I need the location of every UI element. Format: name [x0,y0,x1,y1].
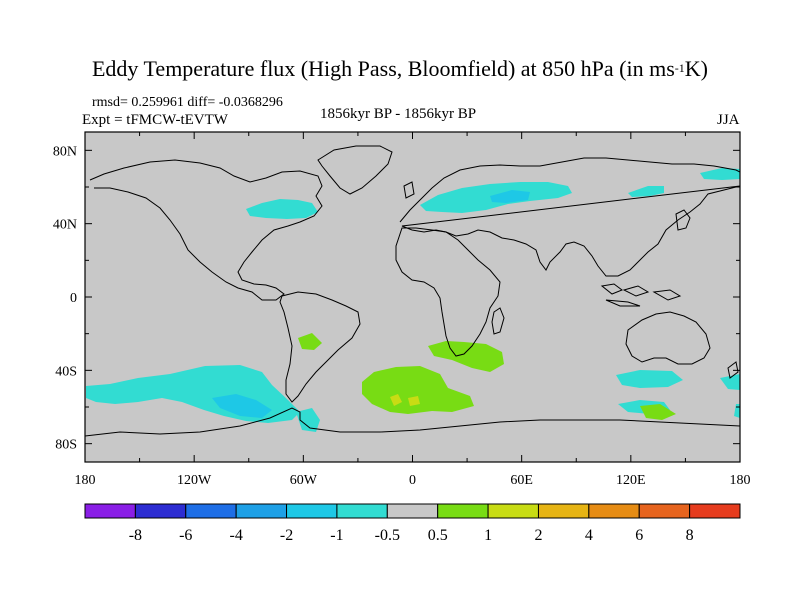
coast-indonesia [600,283,682,307]
colorbar-label: -0.5 [375,527,400,544]
y-tick-label: 40S [55,364,77,379]
x-tick-label: 120W [177,473,212,488]
colorbar-box [437,503,489,519]
coast-south-america [279,291,361,403]
anomaly-pacific-arctic [700,168,740,180]
anomaly-fields [86,168,740,432]
coast-new-zealand [727,361,739,379]
coast-north-america [89,159,323,301]
title-tail: K) [684,56,708,81]
anomaly-southern-ocean-east [640,404,676,420]
experiment-label: Expt = tFMCW-tEVTW [82,112,228,128]
x-tick-label: 0 [409,473,416,488]
anomaly-eurasia-core [490,190,530,203]
x-tick-label: 60W [290,473,318,488]
coast-greenland [317,145,393,195]
figure-title: Eddy Temperature flux (High Pass, Bloomf… [0,56,800,85]
coast-japan [675,209,691,231]
colorbar-box [386,503,439,519]
colorbar-box [537,503,590,519]
coast-africa [395,227,501,357]
map-panel: 180 120W 60W 0 60E 120E 180 80N 40N 0 40S 80S [53,131,751,488]
axis-ticks [84,132,741,462]
colorbar-box [286,503,338,519]
title-main: Eddy Temperature flux (High Pass, Bloomf… [91,56,675,81]
coastlines [85,145,740,437]
anomaly-south-atlantic [362,366,474,414]
coast-madagascar [491,307,505,335]
anomaly-east-southern [720,374,740,390]
coast-australia [625,311,711,365]
anomaly-south-america-west [298,333,322,350]
x-tick-label: 180 [730,473,751,488]
colorbar-label: -6 [179,527,192,544]
y-tick-label: 80S [55,438,77,453]
colorbar: -8 -6 -4 -2 -1 -0.5 0.5 1 2 4 6 8 [84,503,741,544]
anomaly-south-africa [428,341,504,372]
y-tick-label: 0 [70,291,77,306]
coast-uk [403,181,415,199]
anomaly-south-pacific-core [212,394,272,418]
colorbar-box [638,503,691,519]
axis-labels: 180 120W 60W 0 60E 120E 180 80N 40N 0 40S 80S [53,144,751,488]
title-exponent: -1 [674,61,685,75]
x-tick-label: 120E [616,473,646,488]
anomaly-indian-ocean [616,370,683,388]
anomaly-drake [296,408,320,432]
anomaly-south-atlantic-core-2 [408,396,420,406]
colorbar-label: 6 [635,527,643,544]
x-tick-label: 60E [510,473,533,488]
anomaly-south-pacific-small [208,377,226,386]
colorbar-box [235,503,288,519]
colorbar-box [588,503,640,519]
x-tick-label: 180 [75,473,96,488]
colorbar-box [185,503,237,519]
colorbar-label: 2 [534,527,542,544]
colorbar-label: -2 [280,527,293,544]
y-tick-label: 40N [53,218,77,233]
colorbar-label: -1 [330,527,343,544]
y-tick-label: 80N [53,144,77,159]
colorbar-box [134,503,187,519]
colorbar-label: 1 [484,527,492,544]
colorbar-label: -4 [229,527,242,544]
colorbar-box [487,503,539,519]
coast-eurasia [399,157,740,277]
rmsd-stats: rmsd= 0.259961 diff= -0.0368296 [92,95,283,110]
anomaly-north-america [246,199,318,219]
colorbar-label: 4 [585,527,593,544]
colorbar-box [336,503,388,519]
colorbar-label: 8 [686,527,694,544]
colorbar-box [689,503,741,519]
colorbar-label: 0.5 [428,527,448,544]
colorbar-label: -8 [129,527,142,544]
anomaly-east-asia [628,186,664,197]
anomaly-south-atlantic-core-1 [390,394,402,406]
colorbar-box [84,503,136,519]
coast-antarctica [85,407,740,437]
period-label: 1856kyr BP - 1856kyr BP [320,106,477,122]
season-label: JJA [717,112,740,128]
